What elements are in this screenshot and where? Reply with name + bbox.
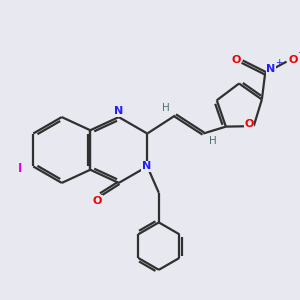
Text: O: O <box>232 55 241 65</box>
Text: N: N <box>114 106 123 116</box>
Text: N: N <box>142 161 151 172</box>
Text: O: O <box>289 55 298 65</box>
Text: O: O <box>244 119 254 130</box>
Text: I: I <box>18 162 22 175</box>
Text: N: N <box>266 64 276 74</box>
Text: O: O <box>93 196 102 206</box>
Text: H: H <box>208 136 216 146</box>
Text: H: H <box>162 103 170 113</box>
Text: −: − <box>298 48 300 59</box>
Text: +: + <box>275 58 283 67</box>
